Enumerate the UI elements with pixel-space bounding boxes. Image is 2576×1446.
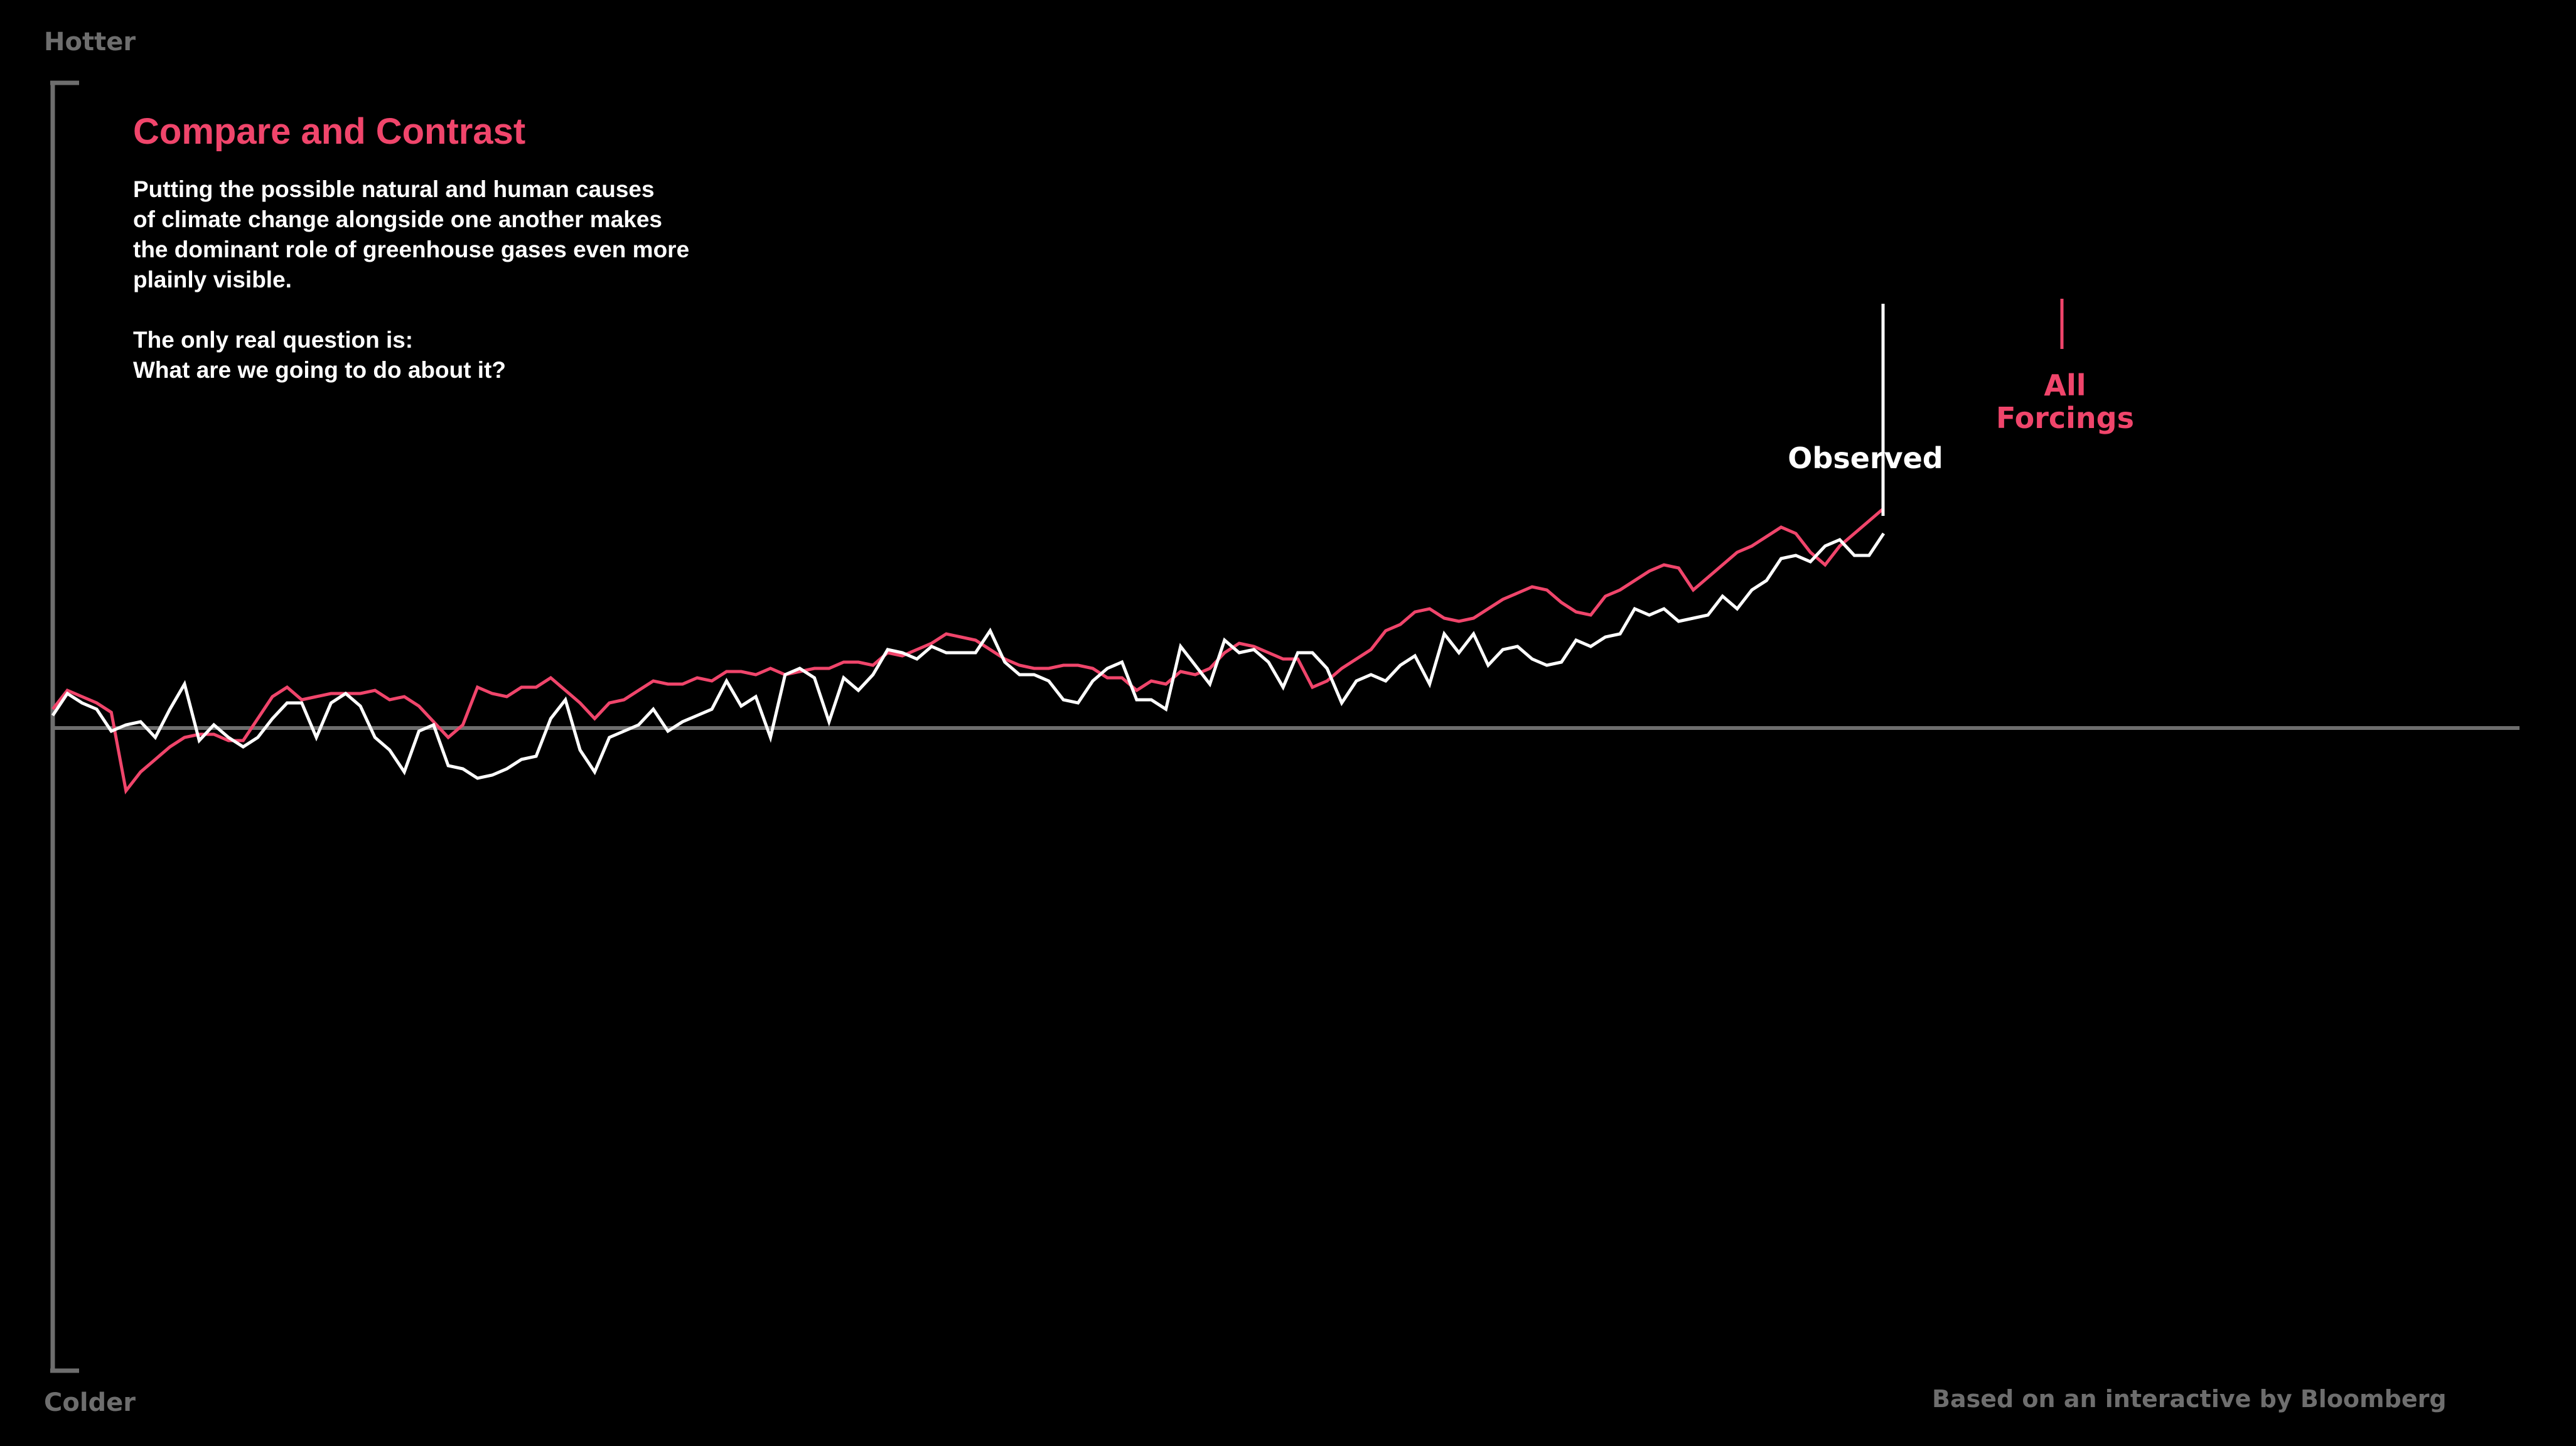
label-layer: Observed All Forcings (1788, 368, 2134, 475)
hotter-label: Hotter (44, 28, 136, 56)
chart-title: Compare and Contrast (133, 111, 526, 152)
observed-label: Observed (1788, 441, 1943, 475)
marker-layer (1881, 299, 2064, 516)
series-layer (51, 507, 1886, 795)
source-credit: Based on an interactive by Bloomberg (1932, 1385, 2447, 1413)
colder-label: Colder (44, 1388, 136, 1417)
series-line-observed (51, 532, 1886, 780)
all-forcings-label: All Forcings (1996, 368, 2134, 435)
series-line-all-forcings (51, 507, 1885, 795)
description-paragraph-1: Putting the possible natural and human c… (133, 176, 690, 292)
description-paragraph-2: The only real question is: What are we go… (133, 327, 507, 383)
